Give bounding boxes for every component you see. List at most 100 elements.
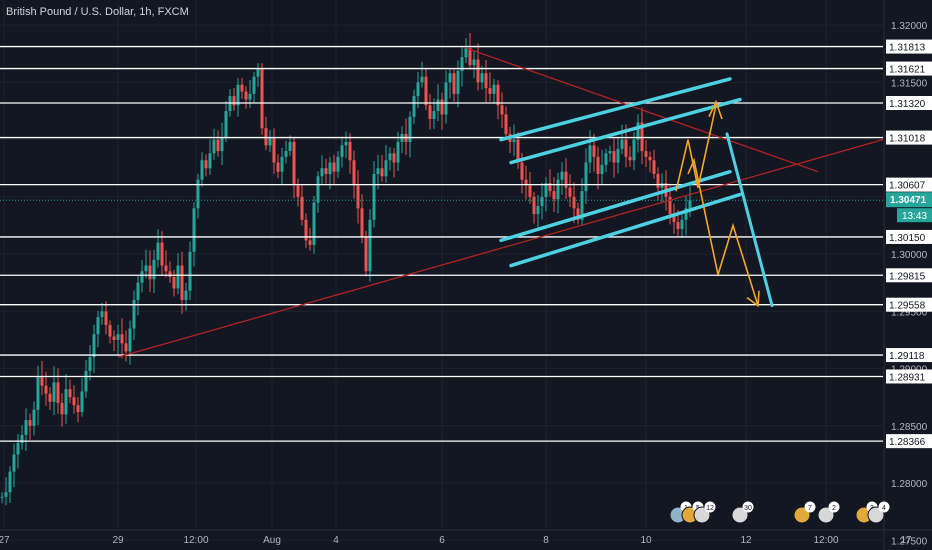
candle-body[interactable]: [560, 171, 564, 180]
candle-body[interactable]: [124, 343, 128, 352]
candle-body[interactable]: [604, 153, 608, 165]
candle-body[interactable]: [48, 393, 52, 402]
price-level-tag[interactable]: [886, 39, 932, 54]
candle-body[interactable]: [12, 454, 16, 472]
price-level-tag[interactable]: [886, 177, 932, 192]
candle-body[interactable]: [304, 219, 308, 241]
candle-body[interactable]: [176, 265, 180, 289]
horizontal-levels[interactable]: [0, 45, 883, 442]
candle-body[interactable]: [448, 73, 452, 83]
candle-body[interactable]: [596, 156, 600, 174]
candle-body[interactable]: [72, 397, 76, 406]
candle-body[interactable]: [140, 271, 144, 283]
candle-body[interactable]: [312, 202, 316, 245]
candle-body[interactable]: [584, 162, 588, 192]
channel-line[interactable]: [509, 192, 742, 268]
candle-body[interactable]: [284, 151, 288, 157]
candle-body[interactable]: [484, 73, 488, 89]
candle-body[interactable]: [588, 145, 592, 163]
candle-body[interactable]: [436, 99, 440, 112]
falling-trend-line[interactable]: [465, 47, 819, 173]
candle-body[interactable]: [180, 265, 184, 300]
candle-body[interactable]: [128, 328, 132, 352]
candle-body[interactable]: [444, 82, 448, 115]
candle-body[interactable]: [540, 196, 544, 207]
projection-path-down[interactable]: [687, 157, 759, 306]
event-flag-icon[interactable]: [793, 506, 811, 524]
candle-body[interactable]: [476, 59, 480, 83]
candle-body[interactable]: [212, 139, 216, 154]
candle-body[interactable]: [316, 176, 320, 203]
candle-body[interactable]: [524, 179, 528, 186]
candle-body[interactable]: [420, 76, 424, 83]
candle-body[interactable]: [8, 471, 12, 493]
candle-body[interactable]: [388, 153, 392, 161]
candle-body[interactable]: [580, 191, 584, 220]
candle-body[interactable]: [652, 160, 656, 174]
candle-body[interactable]: [340, 145, 344, 157]
candle-body[interactable]: [252, 76, 256, 94]
candle-body[interactable]: [424, 76, 428, 106]
candle-body[interactable]: [600, 164, 604, 174]
candle-body[interactable]: [104, 311, 108, 326]
candle-body[interactable]: [76, 405, 80, 413]
candle-body[interactable]: [528, 185, 532, 197]
rising-trend-line[interactable]: [117, 139, 884, 358]
candle-body[interactable]: [412, 96, 416, 117]
channel-line[interactable]: [509, 97, 742, 165]
candle-body[interactable]: [688, 200, 692, 209]
candle-body[interactable]: [592, 145, 596, 157]
candle-body[interactable]: [616, 148, 620, 163]
candle-body[interactable]: [384, 160, 388, 177]
candle-body[interactable]: [84, 370, 88, 392]
candle-body[interactable]: [232, 96, 236, 106]
candle-body[interactable]: [660, 183, 664, 188]
price-level-tag[interactable]: [886, 229, 932, 244]
candle-body[interactable]: [100, 311, 104, 318]
candle-body[interactable]: [144, 265, 148, 272]
candle-body[interactable]: [184, 290, 188, 300]
price-level-tag[interactable]: [886, 268, 932, 283]
candle-body[interactable]: [68, 389, 72, 398]
candle-body[interactable]: [644, 151, 648, 157]
candle-body[interactable]: [92, 334, 96, 358]
candle-body[interactable]: [88, 357, 92, 371]
candle-body[interactable]: [564, 171, 568, 188]
candle-body[interactable]: [500, 105, 504, 115]
candle-body[interactable]: [408, 116, 412, 142]
candle-body[interactable]: [64, 389, 68, 415]
candle-body[interactable]: [416, 82, 420, 97]
candle-body[interactable]: [368, 219, 372, 272]
candle-body[interactable]: [648, 156, 652, 161]
candle-body[interactable]: [432, 111, 436, 120]
event-flag-icon[interactable]: [867, 506, 885, 524]
candle-body[interactable]: [192, 208, 196, 252]
candle-body[interactable]: [268, 137, 272, 146]
candle-body[interactable]: [276, 162, 280, 172]
candle-body[interactable]: [324, 168, 328, 174]
candle-body[interactable]: [572, 196, 576, 209]
candle-body[interactable]: [20, 434, 24, 443]
candle-body[interactable]: [208, 153, 212, 169]
projection-line-down[interactable]: [725, 132, 774, 308]
time-axis[interactable]: 27 29 12:00 Aug 4 6 8 10 12 12:00 17: [0, 529, 932, 546]
candle-body[interactable]: [292, 141, 296, 186]
candle-body[interactable]: [352, 160, 356, 186]
candle-body[interactable]: [552, 191, 556, 200]
candle-body[interactable]: [0, 496, 4, 498]
candle-body[interactable]: [116, 334, 120, 340]
candle-body[interactable]: [428, 105, 432, 120]
candle-body[interactable]: [224, 111, 228, 138]
price-level-tag[interactable]: [886, 130, 932, 145]
candle-body[interactable]: [336, 156, 340, 172]
candle-body[interactable]: [248, 93, 252, 100]
candle-body[interactable]: [480, 73, 484, 83]
candle-body[interactable]: [496, 84, 500, 106]
candle-body[interactable]: [24, 420, 28, 435]
candle-body[interactable]: [636, 122, 640, 140]
candle-body[interactable]: [488, 88, 492, 94]
event-flag-icon[interactable]: [731, 506, 749, 524]
candle-body[interactable]: [396, 141, 400, 163]
candle-body[interactable]: [148, 265, 152, 280]
candle-body[interactable]: [680, 219, 684, 229]
